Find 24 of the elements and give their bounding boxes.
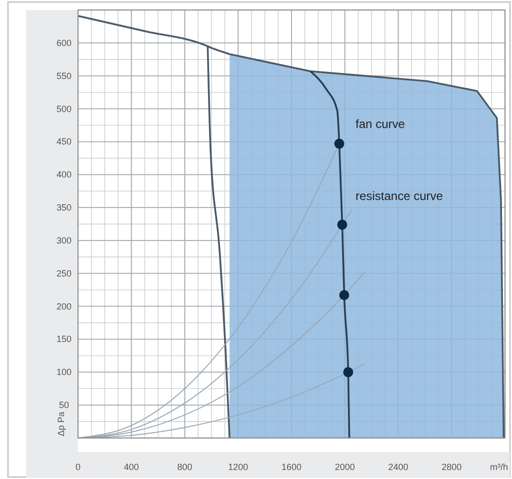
y-axis-title: Δp Pa <box>56 412 66 436</box>
y-tick-label: 350 <box>56 202 72 213</box>
x-tick-label: 2800 <box>442 462 462 472</box>
x-tick-label: 0 <box>75 462 81 472</box>
x-tick-label: 2000 <box>334 462 355 472</box>
y-tick-label: 100 <box>56 367 72 378</box>
x-tick-label: 400 <box>124 462 139 472</box>
x-tick-label: 1200 <box>228 462 248 472</box>
y-tick-label: 250 <box>56 268 72 278</box>
annotation: fan curve <box>356 117 406 131</box>
y-tick-label: 600 <box>56 38 72 48</box>
x-tick-label: 2400 <box>388 462 408 472</box>
x-axis-title: m³/h <box>490 462 508 472</box>
y-tick-label: 150 <box>56 334 72 344</box>
y-tick-label: 500 <box>56 104 72 114</box>
x-tick-label: 1600 <box>281 462 302 472</box>
y-tick-label: 400 <box>56 170 72 180</box>
y-tick-label: 50 <box>58 400 70 410</box>
annotation: resistance curve <box>356 189 444 203</box>
y-tick-label: 300 <box>56 235 72 246</box>
x-tick-label: 800 <box>177 462 192 472</box>
y-tick-label: 450 <box>56 136 72 147</box>
y-tick-label: 550 <box>56 70 72 81</box>
y-tick-label: 200 <box>56 301 72 312</box>
